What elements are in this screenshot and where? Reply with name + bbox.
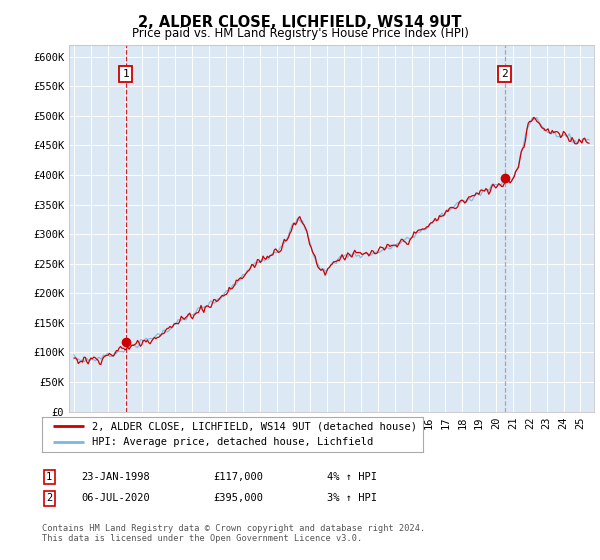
Text: Contains HM Land Registry data © Crown copyright and database right 2024.
This d: Contains HM Land Registry data © Crown c…: [42, 524, 425, 543]
Text: 2: 2: [46, 493, 52, 503]
Text: 4% ↑ HPI: 4% ↑ HPI: [327, 472, 377, 482]
Text: 2, ALDER CLOSE, LICHFIELD, WS14 9UT (detached house): 2, ALDER CLOSE, LICHFIELD, WS14 9UT (det…: [92, 421, 416, 431]
Text: 3% ↑ HPI: 3% ↑ HPI: [327, 493, 377, 503]
Text: 2: 2: [502, 69, 508, 80]
Text: £117,000: £117,000: [213, 472, 263, 482]
Text: 1: 1: [122, 69, 129, 80]
Text: 06-JUL-2020: 06-JUL-2020: [81, 493, 150, 503]
Text: £395,000: £395,000: [213, 493, 263, 503]
Text: 23-JAN-1998: 23-JAN-1998: [81, 472, 150, 482]
Text: HPI: Average price, detached house, Lichfield: HPI: Average price, detached house, Lich…: [92, 437, 373, 447]
Text: 2, ALDER CLOSE, LICHFIELD, WS14 9UT: 2, ALDER CLOSE, LICHFIELD, WS14 9UT: [138, 15, 462, 30]
Text: 1: 1: [46, 472, 52, 482]
Text: Price paid vs. HM Land Registry's House Price Index (HPI): Price paid vs. HM Land Registry's House …: [131, 27, 469, 40]
